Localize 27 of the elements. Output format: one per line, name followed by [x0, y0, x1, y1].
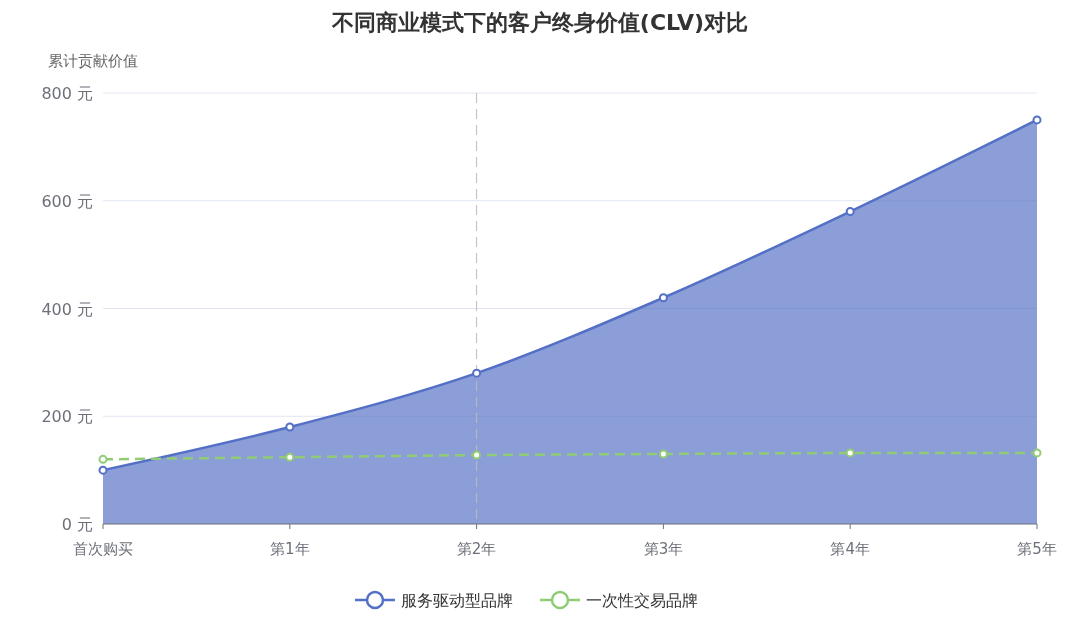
point [1032, 115, 1042, 125]
y-tick-label: 0 元 [61, 515, 93, 534]
point [98, 465, 108, 475]
x-tick-label: 首次购买 [73, 540, 133, 558]
point [472, 450, 482, 460]
point [658, 293, 668, 303]
point [472, 368, 482, 378]
y-tick-label: 200 元 [41, 407, 93, 427]
point [285, 422, 295, 432]
point [98, 454, 108, 464]
point [1032, 448, 1042, 458]
legend-label: 服务驱动型品牌 [401, 591, 513, 610]
y-axis-title: 累计贡献价值 [48, 52, 138, 70]
x-tick-label: 第1年 [270, 540, 310, 558]
legend-label: 一次性交易品牌 [586, 591, 698, 610]
y-tick-label: 600 元 [41, 191, 93, 211]
y-tick-label: 800 元 [41, 84, 93, 103]
point [658, 449, 668, 459]
x-tick-label: 第4年 [830, 540, 870, 558]
point [845, 207, 855, 217]
point [845, 448, 855, 458]
x-tick-label: 第2年 [456, 540, 497, 558]
x-tick-label: 第3年 [643, 540, 684, 558]
y-tick-label: 400 元 [41, 299, 93, 319]
point [285, 452, 295, 462]
x-tick-label: 第5年 [1017, 540, 1057, 558]
chart-title: 不同商业模式下的客户终身价值(CLV)对比 [330, 10, 749, 35]
